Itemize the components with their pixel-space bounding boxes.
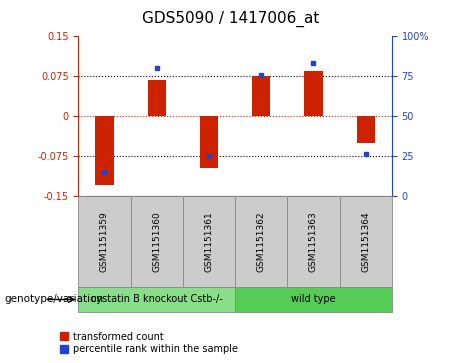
Text: GSM1151364: GSM1151364 — [361, 211, 370, 272]
Text: wild type: wild type — [291, 294, 336, 305]
Bar — [235, 287, 392, 312]
Bar — [95, 116, 114, 185]
Bar — [183, 196, 235, 287]
Bar — [304, 71, 323, 116]
Text: GSM1151361: GSM1151361 — [205, 211, 213, 272]
Bar — [78, 287, 235, 312]
Bar — [78, 196, 130, 287]
Bar — [357, 116, 375, 143]
Legend: transformed count, percentile rank within the sample: transformed count, percentile rank withi… — [60, 331, 238, 355]
Bar — [287, 196, 340, 287]
Bar — [235, 196, 287, 287]
Text: GSM1151360: GSM1151360 — [152, 211, 161, 272]
Bar — [200, 116, 218, 168]
Text: cystatin B knockout Cstb-/-: cystatin B knockout Cstb-/- — [91, 294, 223, 305]
Bar — [340, 196, 392, 287]
Bar — [148, 80, 166, 116]
Text: GDS5090 / 1417006_at: GDS5090 / 1417006_at — [142, 11, 319, 27]
Bar — [252, 76, 270, 116]
Text: GSM1151363: GSM1151363 — [309, 211, 318, 272]
Bar — [130, 196, 183, 287]
Text: GSM1151362: GSM1151362 — [257, 211, 266, 272]
Text: GSM1151359: GSM1151359 — [100, 211, 109, 272]
Text: genotype/variation: genotype/variation — [5, 294, 104, 305]
